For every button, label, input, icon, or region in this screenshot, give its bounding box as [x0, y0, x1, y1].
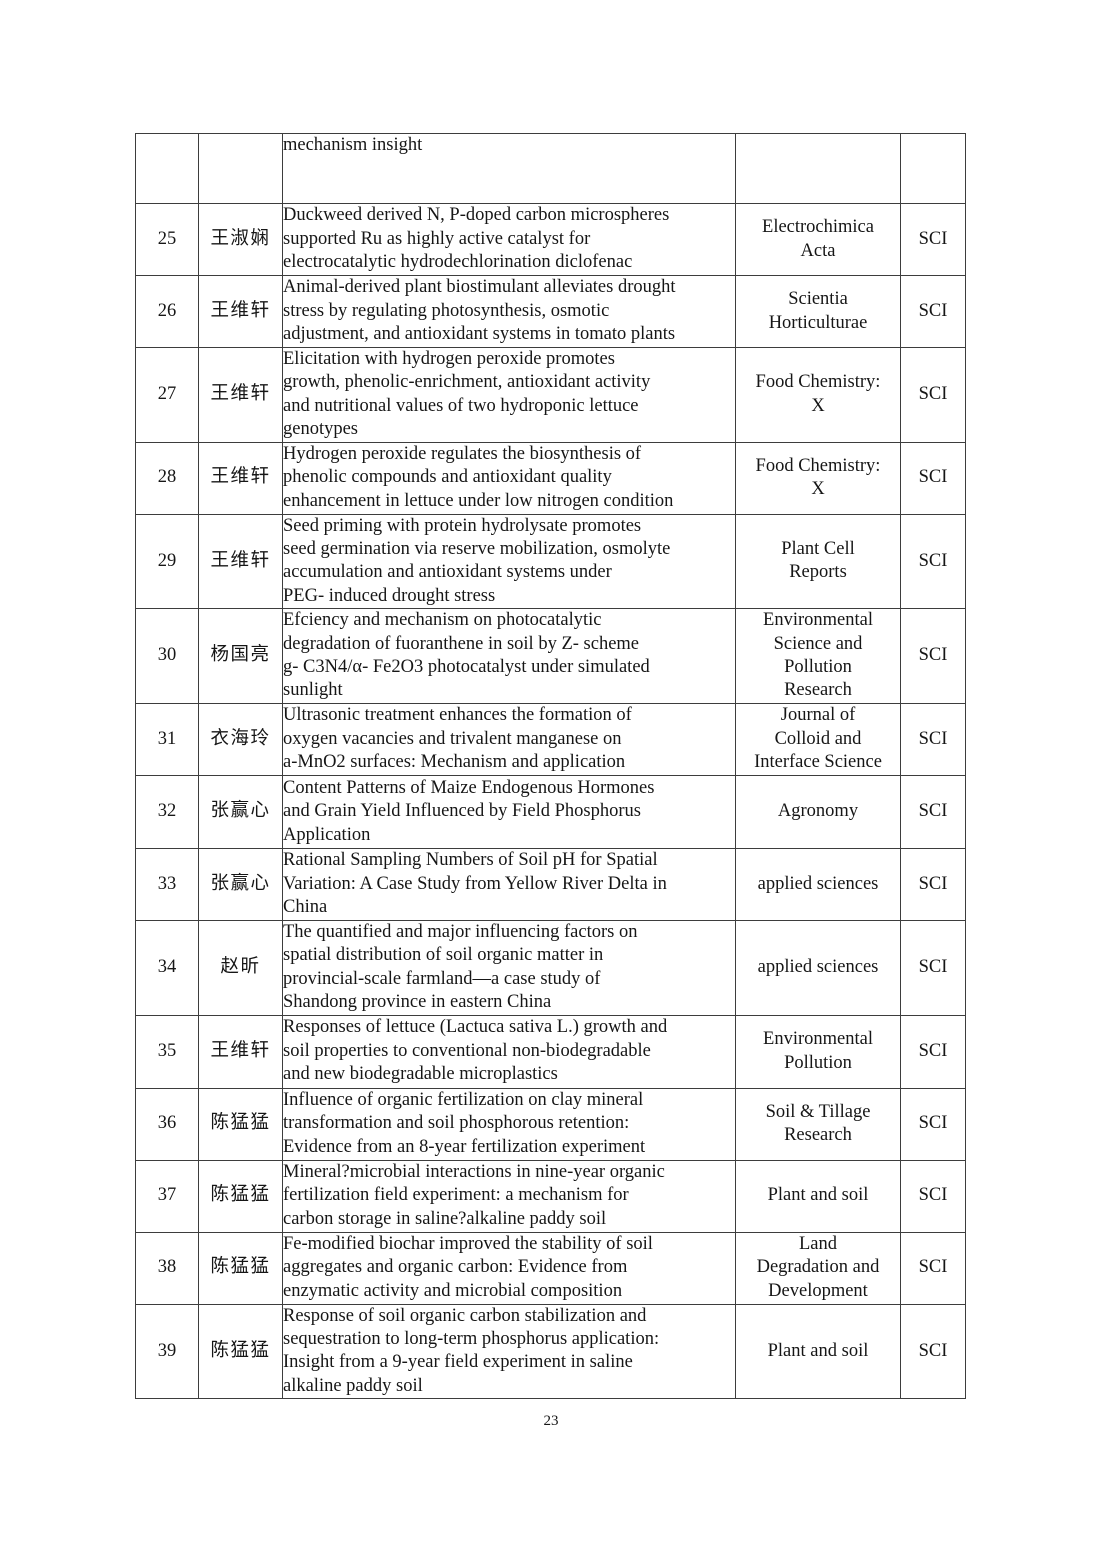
- index-cell: [900, 133, 966, 204]
- title-cell: Mineral?microbial interactions in nine-y…: [282, 1159, 736, 1233]
- journal-cell: [735, 133, 901, 204]
- table-row: 30 杨国亮 Efciency and mechanism on photoca…: [135, 608, 966, 704]
- index-cell: SCI: [900, 608, 966, 704]
- title-cell: Hydrogen peroxide regulates the biosynth…: [282, 441, 736, 515]
- index-cell: SCI: [900, 774, 966, 849]
- title-cell: mechanism insight: [282, 133, 736, 204]
- author-cell: 王维轩: [198, 513, 283, 610]
- author-cell: 陈猛猛: [198, 1231, 283, 1305]
- row-number-cell: 35: [135, 1014, 199, 1089]
- row-number-cell: 28: [135, 441, 199, 515]
- journal-cell: Journal of Colloid and Interface Science: [735, 702, 901, 776]
- index-cell: SCI: [900, 1231, 966, 1305]
- journal-cell: Electrochimica Acta: [735, 203, 901, 276]
- journal-cell: Scientia Horticulturae: [735, 275, 901, 348]
- author-cell: 杨国亮: [198, 608, 283, 704]
- table-row: 29 王维轩 Seed priming with protein hydroly…: [135, 513, 966, 610]
- journal-cell: Food Chemistry: X: [735, 441, 901, 515]
- journal-cell: applied sciences: [735, 847, 901, 921]
- row-number-cell: 27: [135, 347, 199, 443]
- table-row: 36 陈猛猛 Influence of organic fertilizatio…: [135, 1087, 966, 1161]
- journal-cell: Soil & Tillage Research: [735, 1087, 901, 1161]
- title-cell: Efciency and mechanism on photocatalytic…: [282, 608, 736, 704]
- row-number-cell: 25: [135, 203, 199, 276]
- author-cell: 张赢心: [198, 847, 283, 921]
- title-cell: Seed priming with protein hydrolysate pr…: [282, 513, 736, 610]
- publications-table: mechanism insight 25 王淑娴 Duckweed derive…: [135, 133, 966, 1400]
- row-number-cell: 36: [135, 1087, 199, 1161]
- journal-cell: Land Degradation and Development: [735, 1231, 901, 1305]
- journal-cell: Environmental Pollution: [735, 1014, 901, 1089]
- author-cell: 王维轩: [198, 1014, 283, 1089]
- table-row: 31 衣海玲 Ultrasonic treatment enhances the…: [135, 702, 966, 776]
- table-row: 37 陈猛猛 Mineral?microbial interactions in…: [135, 1159, 966, 1233]
- row-number-cell: [135, 133, 199, 204]
- journal-cell: Plant and soil: [735, 1303, 901, 1400]
- index-cell: SCI: [900, 1303, 966, 1400]
- table-row: 25 王淑娴 Duckweed derived N, P-doped carbo…: [135, 203, 966, 276]
- table-row: 27 王维轩 Elicitation with hydrogen peroxid…: [135, 347, 966, 443]
- page-number: 23: [543, 1413, 559, 1429]
- author-cell: 衣海玲: [198, 702, 283, 776]
- row-number-cell: 33: [135, 847, 199, 921]
- index-cell: SCI: [900, 275, 966, 348]
- row-number-cell: 31: [135, 702, 199, 776]
- index-cell: SCI: [900, 919, 966, 1016]
- table-row: 34 赵昕 The quantified and major influenci…: [135, 919, 966, 1016]
- table-row: 39 陈猛猛 Response of soil organic carbon s…: [135, 1303, 966, 1400]
- author-cell: 王淑娴: [198, 203, 283, 276]
- author-cell: 王维轩: [198, 275, 283, 348]
- author-cell: 陈猛猛: [198, 1159, 283, 1233]
- row-number-cell: 39: [135, 1303, 199, 1400]
- row-number-cell: 26: [135, 275, 199, 348]
- index-cell: SCI: [900, 702, 966, 776]
- table-row: 32 张赢心 Content Patterns of Maize Endogen…: [135, 774, 966, 849]
- table-row: 38 陈猛猛 Fe-modified biochar improved the …: [135, 1231, 966, 1305]
- table-row: 33 张赢心 Rational Sampling Numbers of Soil…: [135, 847, 966, 921]
- index-cell: SCI: [900, 1159, 966, 1233]
- journal-cell: Environmental Science and Pollution Rese…: [735, 608, 901, 704]
- journal-cell: Agronomy: [735, 774, 901, 849]
- table-row-continuation: mechanism insight: [135, 133, 966, 204]
- author-cell: 张赢心: [198, 774, 283, 849]
- author-cell: 王维轩: [198, 441, 283, 515]
- index-cell: SCI: [900, 347, 966, 443]
- title-cell: Ultrasonic treatment enhances the format…: [282, 702, 736, 776]
- title-cell: Response of soil organic carbon stabiliz…: [282, 1303, 736, 1400]
- row-number-cell: 38: [135, 1231, 199, 1305]
- title-cell: Influence of organic fertilization on cl…: [282, 1087, 736, 1161]
- index-cell: SCI: [900, 847, 966, 921]
- author-cell: 王维轩: [198, 347, 283, 443]
- journal-cell: Food Chemistry: X: [735, 347, 901, 443]
- row-number-cell: 32: [135, 774, 199, 849]
- row-number-cell: 34: [135, 919, 199, 1016]
- author-cell: 陈猛猛: [198, 1087, 283, 1161]
- table-row: 26 王维轩 Animal-derived plant biostimulant…: [135, 275, 966, 348]
- table-row: 28 王维轩 Hydrogen peroxide regulates the b…: [135, 441, 966, 515]
- index-cell: SCI: [900, 1014, 966, 1089]
- index-cell: SCI: [900, 1087, 966, 1161]
- title-cell: Content Patterns of Maize Endogenous Hor…: [282, 774, 736, 849]
- table-row: 35 王维轩 Responses of lettuce (Lactuca sat…: [135, 1014, 966, 1089]
- row-number-cell: 29: [135, 513, 199, 610]
- index-cell: SCI: [900, 441, 966, 515]
- journal-cell: applied sciences: [735, 919, 901, 1016]
- journal-cell: Plant and soil: [735, 1159, 901, 1233]
- title-cell: Rational Sampling Numbers of Soil pH for…: [282, 847, 736, 921]
- title-cell: Responses of lettuce (Lactuca sativa L.)…: [282, 1014, 736, 1089]
- title-cell: Fe-modified biochar improved the stabili…: [282, 1231, 736, 1305]
- row-number-cell: 37: [135, 1159, 199, 1233]
- index-cell: SCI: [900, 513, 966, 610]
- title-cell: The quantified and major influencing fac…: [282, 919, 736, 1016]
- author-cell: 赵昕: [198, 919, 283, 1016]
- journal-cell: Plant Cell Reports: [735, 513, 901, 610]
- title-cell: Elicitation with hydrogen peroxide promo…: [282, 347, 736, 443]
- row-number-cell: 30: [135, 608, 199, 704]
- author-cell: 陈猛猛: [198, 1303, 283, 1400]
- title-cell: Duckweed derived N, P-doped carbon micro…: [282, 203, 736, 276]
- title-cell: Animal-derived plant biostimulant allevi…: [282, 275, 736, 348]
- author-cell: [198, 133, 283, 204]
- index-cell: SCI: [900, 203, 966, 276]
